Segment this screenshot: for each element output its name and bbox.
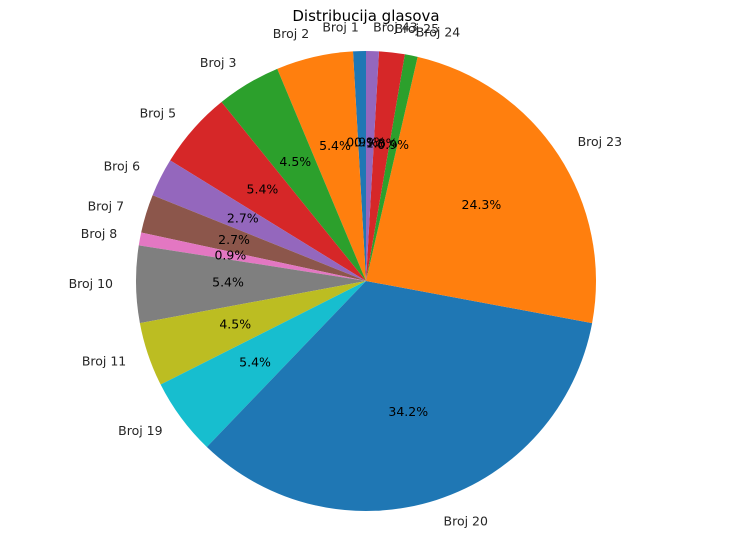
pie-slice-broj-2 xyxy=(277,51,366,282)
slice-label-broj-11: Broj 11 xyxy=(82,353,126,368)
slice-label-broj-8: Broj 8 xyxy=(81,226,118,241)
pie-slices xyxy=(135,51,597,512)
slice-label-broj-25: Broj 25 xyxy=(395,21,439,36)
pie-labels: Broj 1 Broj 2 Broj 3 Broj 5 Broj 6 Broj 7 Broj… xyxy=(69,20,622,529)
slice-percent-broj-25: 1.8% xyxy=(366,135,398,150)
pie-slice-broj-11 xyxy=(139,281,366,385)
pie-slice-broj-25 xyxy=(366,51,405,282)
slice-label-broj-23: Broj 23 xyxy=(578,134,622,149)
slice-percent-broj-2: 5.4% xyxy=(319,138,351,153)
pie-slice-broj-19 xyxy=(160,281,366,448)
slice-percent-broj-8: 0.9% xyxy=(214,247,246,262)
slice-label-broj-2: Broj 2 xyxy=(273,26,310,41)
pie-slice-broj-6 xyxy=(152,160,366,281)
slice-percent-broj-5: 5.4% xyxy=(247,181,279,196)
slice-label-broj-7: Broj 7 xyxy=(88,198,125,213)
slice-percent-broj-20: 34.2% xyxy=(388,404,428,419)
slice-percent-broj-3: 4.5% xyxy=(279,154,311,169)
pie-slice-broj-24 xyxy=(366,54,418,282)
slice-percent-broj-19: 5.4% xyxy=(239,355,271,370)
slice-label-broj-3: Broj 3 xyxy=(200,55,237,70)
slice-label-broj-20: Broj 20 xyxy=(444,513,488,528)
slice-percent-broj-23: 24.3% xyxy=(462,197,502,212)
pie-slice-broj-5 xyxy=(170,102,366,281)
chart-title: Distribucija glasova xyxy=(292,7,439,25)
slice-label-broj-43: Broj 43 xyxy=(373,20,417,35)
pie-slice-broj-7 xyxy=(141,195,366,281)
pie-slice-broj-43 xyxy=(366,51,380,281)
slice-label-broj-6: Broj 6 xyxy=(104,159,141,174)
pie-slice-broj-20 xyxy=(206,281,593,512)
pie-slice-broj-10 xyxy=(135,245,366,324)
slice-percent-broj-7: 2.7% xyxy=(218,232,250,247)
pie-percent-labels: 0.9%5.4%4.5%5.4%2.7%2.7%0.9%5.4%4.5%5.4%… xyxy=(212,135,501,419)
slice-label-broj-1: Broj 1 xyxy=(322,20,359,35)
slice-percent-broj-24: 0.9% xyxy=(377,137,409,152)
slice-percent-broj-6: 2.7% xyxy=(227,210,259,225)
slice-label-broj-5: Broj 5 xyxy=(140,105,177,120)
slice-percent-broj-10: 5.4% xyxy=(212,274,244,289)
pie-slice-broj-23 xyxy=(366,56,597,324)
slice-label-broj-24: Broj 24 xyxy=(416,24,460,39)
pie-slice-broj-8 xyxy=(138,232,366,281)
slice-label-broj-19: Broj 19 xyxy=(118,423,162,438)
slice-percent-broj-11: 4.5% xyxy=(219,317,251,332)
slice-percent-broj-1: 0.9% xyxy=(346,135,378,150)
slice-percent-broj-43: 0.9% xyxy=(354,135,386,150)
pie-slice-broj-3 xyxy=(221,68,366,281)
slice-label-broj-10: Broj 10 xyxy=(69,276,113,291)
pie-slice-broj-1 xyxy=(352,51,366,281)
